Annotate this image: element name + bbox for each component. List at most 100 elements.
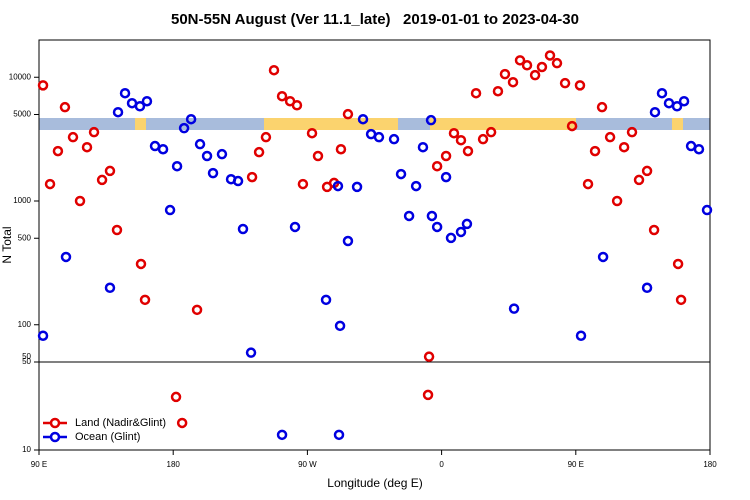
data-point (170, 391, 182, 403)
data-point (176, 417, 188, 429)
data-point (440, 171, 452, 183)
data-point (596, 101, 608, 113)
data-point (485, 126, 497, 138)
y-tick-label: 1000 (13, 196, 31, 205)
data-point (671, 100, 683, 112)
data-point (111, 224, 123, 236)
data-point (112, 106, 124, 118)
data-point (185, 113, 197, 125)
data-point (335, 143, 347, 155)
data-point (633, 174, 645, 186)
data-point (342, 108, 354, 120)
data-point (312, 150, 324, 162)
data-point (67, 131, 79, 143)
data-point (693, 143, 705, 155)
data-point (44, 178, 56, 190)
data-point (297, 178, 309, 190)
data-point (351, 181, 363, 193)
data-point (423, 351, 435, 362)
data-point (648, 224, 660, 236)
data-point (135, 258, 147, 270)
data-point (529, 69, 541, 81)
data-point (641, 165, 653, 177)
data-point (507, 76, 519, 88)
legend: Land (Nadir&Glint) Ocean (Glint) (43, 417, 166, 443)
data-point (52, 145, 64, 157)
surface-band (39, 118, 710, 130)
ocean-band (39, 118, 135, 130)
y-tick-label: 5000 (13, 110, 31, 119)
plot-frame (38, 39, 711, 451)
legend-label: Land (Nadir&Glint) (75, 417, 166, 429)
data-point (470, 87, 482, 99)
data-point (649, 106, 661, 118)
data-point (618, 141, 630, 153)
data-point (536, 61, 548, 73)
data-point (678, 95, 690, 107)
data-point (455, 226, 467, 238)
y-tick-label: 50 (22, 352, 31, 361)
data-point (276, 429, 288, 441)
data-point (566, 120, 578, 132)
legend-marker (49, 417, 61, 429)
data-point (582, 178, 594, 190)
data-point (342, 235, 354, 247)
data-point (59, 101, 71, 113)
x-axis-label: Longitude (deg E) (327, 476, 422, 490)
data-point (641, 282, 653, 294)
data-point (521, 60, 533, 71)
data-point (276, 90, 288, 102)
data-point (589, 145, 601, 157)
legend-label: Ocean (Glint) (75, 431, 140, 443)
data-point (104, 165, 116, 177)
data-point (559, 77, 571, 89)
data-point (604, 131, 616, 143)
data-point (216, 148, 228, 160)
data-point (237, 223, 249, 235)
data-point (448, 127, 460, 139)
ocean-band (146, 118, 264, 130)
data-point (574, 80, 586, 91)
data-point (395, 168, 407, 180)
data-point (431, 160, 443, 172)
ocean-band (683, 118, 710, 130)
data-point (289, 221, 301, 233)
data-point (139, 294, 151, 306)
data-point (246, 171, 258, 183)
data-point (508, 303, 520, 314)
data-point (134, 100, 146, 112)
data-point (37, 80, 49, 91)
data-point (37, 330, 49, 341)
data-point (232, 175, 244, 187)
data-point (597, 251, 609, 263)
x-tick-label: 0 (439, 460, 444, 469)
legend-marker (49, 431, 61, 443)
data-point (164, 204, 176, 216)
data-point (672, 258, 684, 270)
data-point (656, 87, 668, 99)
x-tick-label: 180 (167, 460, 181, 469)
data-point (425, 114, 437, 126)
y-tick-label: 500 (18, 233, 32, 242)
data-point (334, 320, 346, 332)
data-point (268, 64, 280, 76)
data-point (119, 87, 131, 99)
data-point (357, 113, 369, 125)
data-point (701, 204, 713, 216)
data-point (141, 95, 153, 107)
data-point (253, 146, 265, 158)
data-point (410, 180, 422, 192)
data-point (445, 232, 457, 244)
data-point (96, 174, 108, 186)
y-axis-label: N Total (0, 226, 14, 263)
data-point (260, 131, 272, 143)
data-point (373, 131, 385, 143)
data-point (403, 210, 415, 222)
data-point (551, 57, 563, 69)
y-tick-label: 100 (18, 320, 32, 329)
data-point (157, 143, 169, 155)
data-point (320, 294, 332, 306)
data-point (149, 140, 161, 152)
data-point (388, 133, 400, 145)
